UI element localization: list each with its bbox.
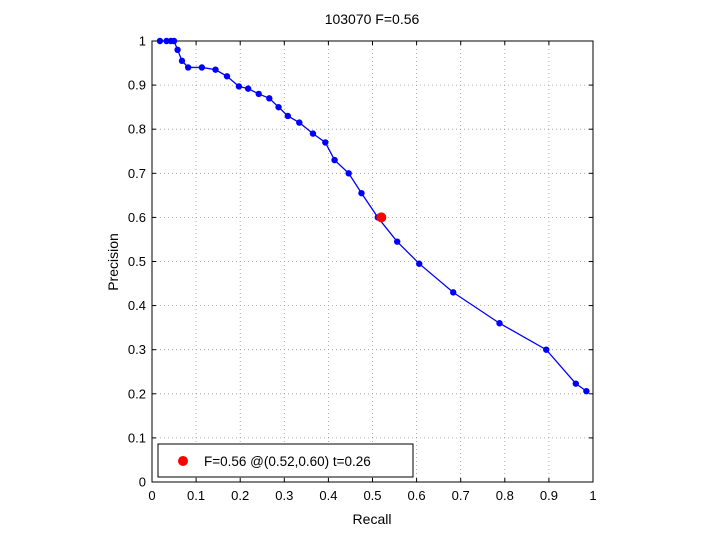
data-point xyxy=(156,37,164,45)
x-tick-label: 0.5 xyxy=(363,488,381,503)
y-tick-labels: 0 0.1 0.2 0.3 0.4 0.5 0.6 0.7 0.8 0.9 1 xyxy=(128,34,146,490)
y-tick-label: 0.5 xyxy=(128,254,146,269)
y-tick-label: 0.9 xyxy=(128,78,146,93)
data-point xyxy=(543,346,550,353)
data-point xyxy=(345,170,352,177)
y-tick-label: 0.1 xyxy=(128,430,146,445)
data-point xyxy=(170,37,178,45)
legend: F=0.56 @(0.52,0.60) t=0.26 xyxy=(157,443,414,478)
x-tick-label: 0.9 xyxy=(540,488,558,503)
legend-box xyxy=(157,443,414,478)
y-tick-label: 0.4 xyxy=(128,298,146,313)
y-tick-label: 0 xyxy=(139,475,146,490)
y-tick-label: 0.8 xyxy=(128,122,146,137)
x-tick-label: 0.4 xyxy=(319,488,337,503)
y-tick-label: 0.2 xyxy=(128,386,146,401)
chart-title: 103070 F=0.56 xyxy=(325,11,420,27)
x-tick-label: 0.8 xyxy=(496,488,514,503)
best-f-point xyxy=(376,212,387,223)
data-point xyxy=(178,57,186,65)
x-axis-label: Recall xyxy=(353,511,392,527)
data-point xyxy=(450,289,457,296)
y-tick-label: 1 xyxy=(139,34,146,49)
y-tick-label: 0.6 xyxy=(128,210,146,225)
data-point xyxy=(244,85,252,92)
data-point xyxy=(212,66,219,73)
data-point xyxy=(198,64,206,71)
data-point xyxy=(496,320,503,327)
x-tick-label: 1 xyxy=(589,488,596,503)
data-point xyxy=(235,83,243,90)
data-point xyxy=(416,260,423,267)
data-point xyxy=(309,130,317,137)
series-layer xyxy=(156,37,590,395)
y-tick-label: 0.3 xyxy=(128,342,146,357)
data-point xyxy=(266,95,273,102)
data-point xyxy=(223,73,231,80)
x-tick-label: 0.6 xyxy=(408,488,426,503)
x-tick-label: 0.1 xyxy=(187,488,205,503)
x-tick-label: 0 xyxy=(148,488,155,503)
data-point xyxy=(583,387,590,395)
x-tick-labels: 0 0.1 0.2 0.3 0.4 0.5 0.6 0.7 0.8 0.9 1 xyxy=(148,488,596,503)
data-point xyxy=(184,64,192,71)
data-point xyxy=(331,156,338,164)
grid xyxy=(152,41,593,482)
data-point xyxy=(163,37,170,45)
axis-ticks xyxy=(151,40,594,483)
y-axis-label: Precision xyxy=(105,233,121,291)
data-point xyxy=(275,103,282,111)
legend-entry-label: F=0.56 @(0.52,0.60) t=0.26 xyxy=(204,454,371,469)
data-point xyxy=(572,380,580,387)
data-point xyxy=(284,112,292,120)
data-point xyxy=(322,139,329,146)
series-line xyxy=(159,40,587,392)
data-point xyxy=(255,90,262,98)
x-tick-label: 0.2 xyxy=(231,488,249,503)
y-tick-label: 0.7 xyxy=(128,166,146,181)
data-point xyxy=(393,238,401,245)
x-tick-label: 0.3 xyxy=(275,488,293,503)
x-tick-label: 0.7 xyxy=(452,488,470,503)
legend-marker xyxy=(178,456,188,466)
data-point xyxy=(296,119,303,126)
data-point xyxy=(358,189,365,197)
data-point xyxy=(174,46,181,54)
